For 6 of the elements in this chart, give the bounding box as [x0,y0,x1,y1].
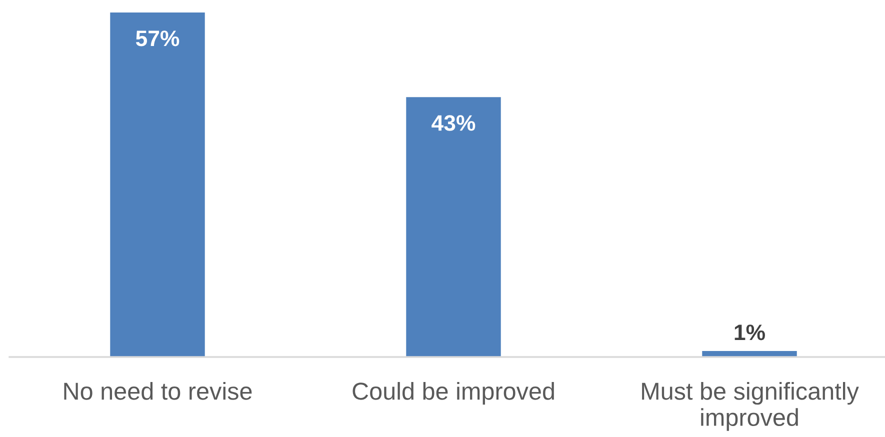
data-label: 57% [136,30,180,46]
data-label: 1% [734,324,765,340]
x-tick-label: Must be significantly improved [642,382,859,431]
data-label: 43% [432,115,476,131]
x-tick-label: Could be improved [352,382,554,405]
x-tick-label: No need to revise [64,382,252,400]
